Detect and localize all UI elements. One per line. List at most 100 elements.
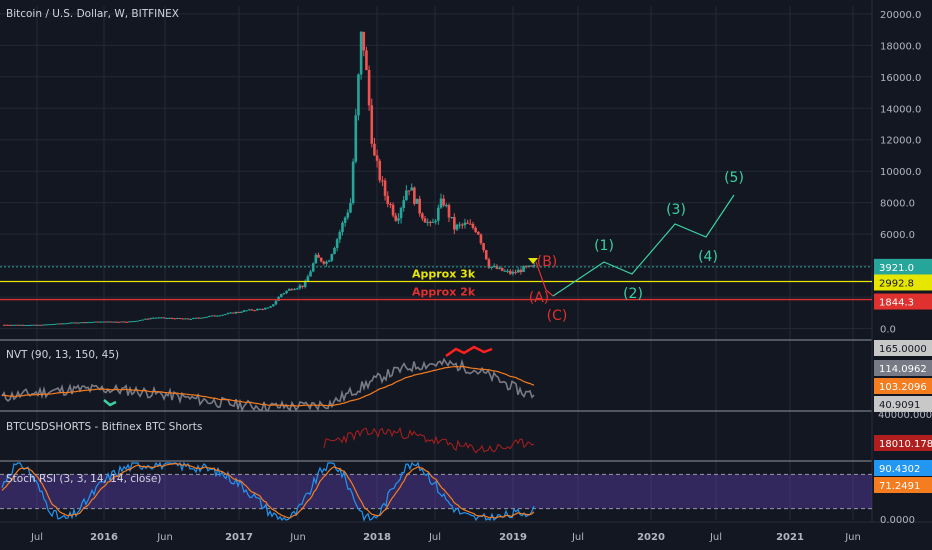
candle-body-45 (122, 321, 126, 323)
candle-body-98 (263, 308, 267, 310)
price-tick-3: 14000.0 (880, 104, 921, 115)
candle-body-134 (359, 31, 363, 75)
nvt-low-zone (103, 399, 117, 407)
nvt-max-tag-bg (874, 340, 932, 356)
arrow-marker (528, 258, 538, 264)
candle-body-60 (162, 317, 166, 319)
candle-body-108 (290, 289, 294, 291)
candle-body-146 (391, 204, 395, 216)
candle-body-126 (338, 232, 342, 240)
candle-body-47 (128, 321, 131, 323)
candle-body-14 (40, 324, 43, 326)
last-price-tag: 3921.0 (874, 258, 932, 275)
wave-label-4: (4) (698, 249, 718, 265)
time-axis[interactable]: Jul 2016 Jun 2017 Jun 2018 Jul 2019 Jul 2020 Jul 20… (30, 532, 861, 543)
candle-body-25 (69, 322, 73, 324)
candle-body-69 (186, 318, 190, 320)
candle-body-198 (530, 265, 533, 267)
symbol-title: Bitcoin / U.S. Dollar, W, BITFINEX (6, 8, 179, 20)
stoch-rsi-pane[interactable] (0, 461, 872, 522)
candle-body-12 (34, 324, 38, 326)
candle-body-112 (301, 285, 304, 287)
candle-body-139 (373, 143, 376, 156)
price-pane[interactable]: Approx 3k Approx 2k (1) (2) (3) (4) (5) (A) (B)… (0, 30, 872, 327)
candle-body-44 (120, 321, 123, 323)
time-tick-0: Jul (30, 532, 43, 543)
candle-body-8 (24, 325, 27, 327)
candle-body-22 (61, 323, 65, 325)
candle-body-61 (165, 318, 169, 320)
candle-body-84 (226, 313, 230, 315)
wave-label-b: (B) (537, 254, 558, 270)
candle-body-127 (341, 222, 344, 233)
time-tick-9: 2020 (637, 532, 665, 543)
shorts-pane[interactable] (323, 426, 535, 454)
candle-body-183 (490, 266, 493, 268)
approx-2k-label: Approx 2k (412, 286, 476, 299)
nvt-high-zone (445, 345, 493, 358)
candle-body-117 (314, 254, 318, 264)
candle-body-155 (415, 198, 419, 204)
candle-body-36 (98, 321, 102, 323)
candle-body-140 (375, 155, 379, 161)
candle-body-175 (468, 223, 472, 225)
candle-body-68 (184, 318, 187, 320)
candle-body-171 (458, 224, 461, 226)
support-lines: Approx 3k Approx 2k (0, 266, 872, 301)
shorts-value-tag: 18010.1783 (874, 435, 932, 451)
candle-body-189 (506, 270, 509, 272)
candle-body-33 (90, 321, 94, 323)
candle-body-29 (80, 322, 83, 324)
support-2k-tag-bg (874, 293, 932, 310)
candle-body-13 (37, 324, 41, 326)
candle-body-141 (378, 160, 382, 181)
wave-label-3: (3) (666, 202, 686, 218)
nvt-title: NVT (90, 13, 150, 45) (6, 349, 119, 361)
candle-body-9 (26, 324, 30, 326)
shorts-value-tag-bg (874, 435, 932, 451)
candle-body-131 (351, 161, 355, 204)
candle-body-23 (64, 323, 67, 325)
price-tick-4: 12000.0 (880, 136, 921, 147)
candle-body-74 (200, 317, 203, 319)
candle-body-89 (239, 311, 243, 313)
abc-wave-path (535, 261, 554, 297)
nvt-ma-tag-text: 103.2096 (879, 382, 927, 393)
candle-body-163 (437, 207, 440, 221)
candle-body-83 (224, 314, 227, 316)
candle-body-101 (271, 304, 275, 307)
candle-body-51 (138, 320, 142, 322)
candle-body-172 (460, 224, 464, 226)
stoch-k-line (1, 461, 535, 522)
nvt-min-tag: 40.9091 (874, 396, 932, 412)
support-3k-tag: 2992.8 (874, 274, 932, 291)
candle-body-164 (439, 198, 443, 208)
candle-body-190 (508, 270, 512, 274)
candle-body-109 (293, 289, 296, 291)
candle-body-188 (503, 270, 507, 272)
candle-body-130 (349, 203, 352, 213)
stoch-zero-label: 0.0000 (880, 515, 915, 526)
candle-body-111 (298, 285, 302, 289)
candle-body-26 (72, 322, 75, 324)
candle-body-7 (21, 324, 25, 326)
nvt-pane[interactable] (1, 345, 535, 413)
price-tick-0: 20000.0 (880, 10, 921, 21)
candle-body-194 (519, 269, 523, 272)
price-scale[interactable]: 20000.0 18000.0 16000.0 14000.0 12000.0 10000… (874, 10, 932, 526)
nvt-min-tag-bg (874, 396, 932, 412)
candle-body-16 (45, 324, 49, 326)
candle-body-169 (453, 216, 456, 230)
candle-body-195 (522, 266, 525, 272)
candle-body-75 (202, 317, 206, 319)
candle-body-1 (5, 324, 9, 326)
candle-body-116 (311, 263, 315, 272)
candle-body-177 (474, 227, 477, 232)
candle-body-114 (306, 276, 310, 282)
candle-body-179 (479, 234, 483, 244)
candle-body-123 (330, 254, 334, 261)
candle-body-148 (397, 218, 400, 221)
candle-body-182 (487, 259, 491, 268)
candle-body-2 (8, 324, 11, 326)
